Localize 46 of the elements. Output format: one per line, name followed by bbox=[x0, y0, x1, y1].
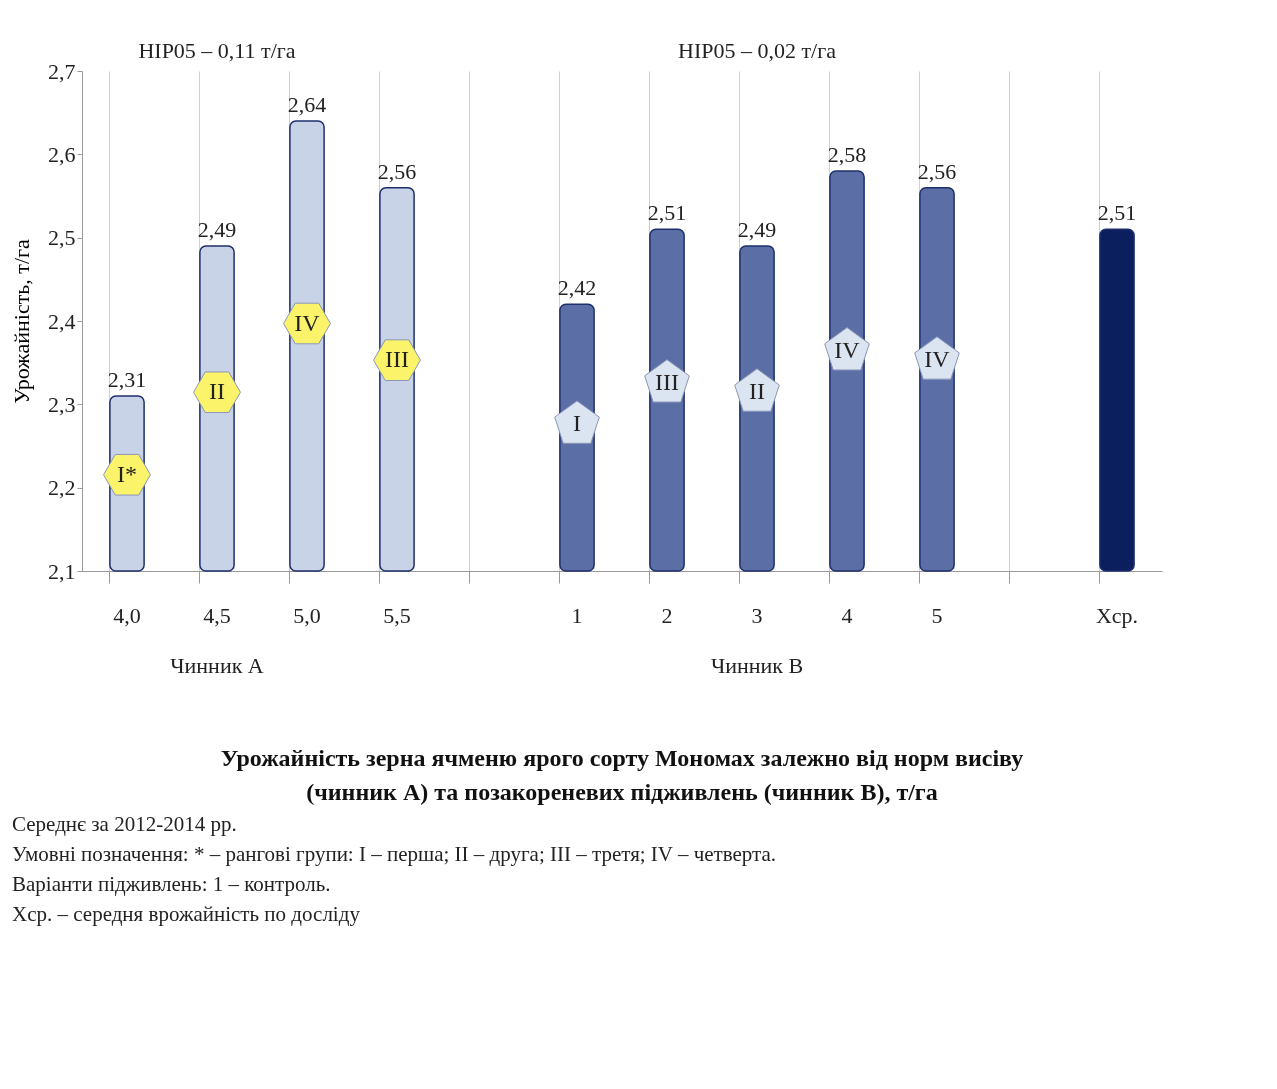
x-tick-label: 2 bbox=[661, 602, 673, 628]
y-tick-label: 2,3 bbox=[48, 391, 76, 417]
data-label: 2,56 bbox=[917, 158, 957, 184]
data-label: 2,51 bbox=[647, 200, 687, 226]
annotation: I bbox=[573, 410, 581, 437]
x-tick-label: 4 bbox=[841, 602, 853, 628]
text: НІР05 – 0,11 т/га bbox=[138, 38, 296, 63]
text: Чинник А bbox=[170, 653, 264, 678]
data-label: 2,31 bbox=[107, 367, 147, 392]
text: Середнє за 2012-2014 рр. bbox=[12, 812, 237, 836]
data-label: 2,49 bbox=[197, 217, 237, 242]
x-tick-label: 5,0 bbox=[293, 602, 321, 628]
x-tick-label: Xср. bbox=[1095, 602, 1139, 628]
text: НІР05 – 0,02 т/га bbox=[678, 38, 837, 63]
annotation: IV bbox=[294, 309, 321, 336]
text: Урожайність зерна ячменю ярого сорту Мономах залежно від норм висіву (чинник А) та позакореневих підживлень (чинник В), т/га bbox=[220, 745, 1024, 805]
y-tick-label: 2,4 bbox=[48, 308, 76, 334]
x-tick-label: 5 bbox=[931, 602, 943, 628]
data-label: 2,64 bbox=[287, 92, 327, 117]
x-tick-label: 4,0 bbox=[113, 602, 141, 628]
x-tick-label: 1 bbox=[571, 602, 583, 628]
annotation: IV bbox=[834, 337, 861, 363]
data-label: 2,42 bbox=[557, 275, 597, 301]
x-tick-label: 5,5 bbox=[383, 602, 411, 628]
annotation: III bbox=[655, 369, 679, 396]
y-tick-label: 2,2 bbox=[48, 475, 76, 501]
annotation: II bbox=[209, 378, 225, 405]
annotation: I* bbox=[117, 460, 137, 487]
annotation: II bbox=[749, 378, 765, 405]
data-label: 2,56 bbox=[377, 158, 417, 184]
text: Xср. – середня врожайність по досліду bbox=[12, 902, 361, 926]
y-tick-label: 2,7 bbox=[48, 58, 76, 84]
text: Варіанти підживлень: 1 – контроль. bbox=[12, 872, 331, 896]
y-tick-label: 2,5 bbox=[48, 225, 76, 251]
text: Чинник В bbox=[710, 653, 804, 678]
x-tick-label: 4,5 bbox=[203, 602, 231, 628]
annotation: III bbox=[385, 346, 409, 373]
y-axis-title: Урожайність, т/га bbox=[9, 238, 34, 404]
text: Умовні позначення: * – рангові групи: I – перша; II – друга; III – третя; IV – четверта. bbox=[12, 842, 777, 866]
x-tick-label: 3 bbox=[751, 602, 763, 628]
annotation: IV bbox=[924, 346, 951, 373]
y-tick-label: 2,1 bbox=[48, 558, 76, 584]
data-label: 2,51 bbox=[1097, 200, 1137, 226]
y-tick-label: 2,6 bbox=[48, 141, 76, 167]
data-label: 2,58 bbox=[827, 142, 867, 167]
data-label: 2,49 bbox=[737, 217, 777, 242]
